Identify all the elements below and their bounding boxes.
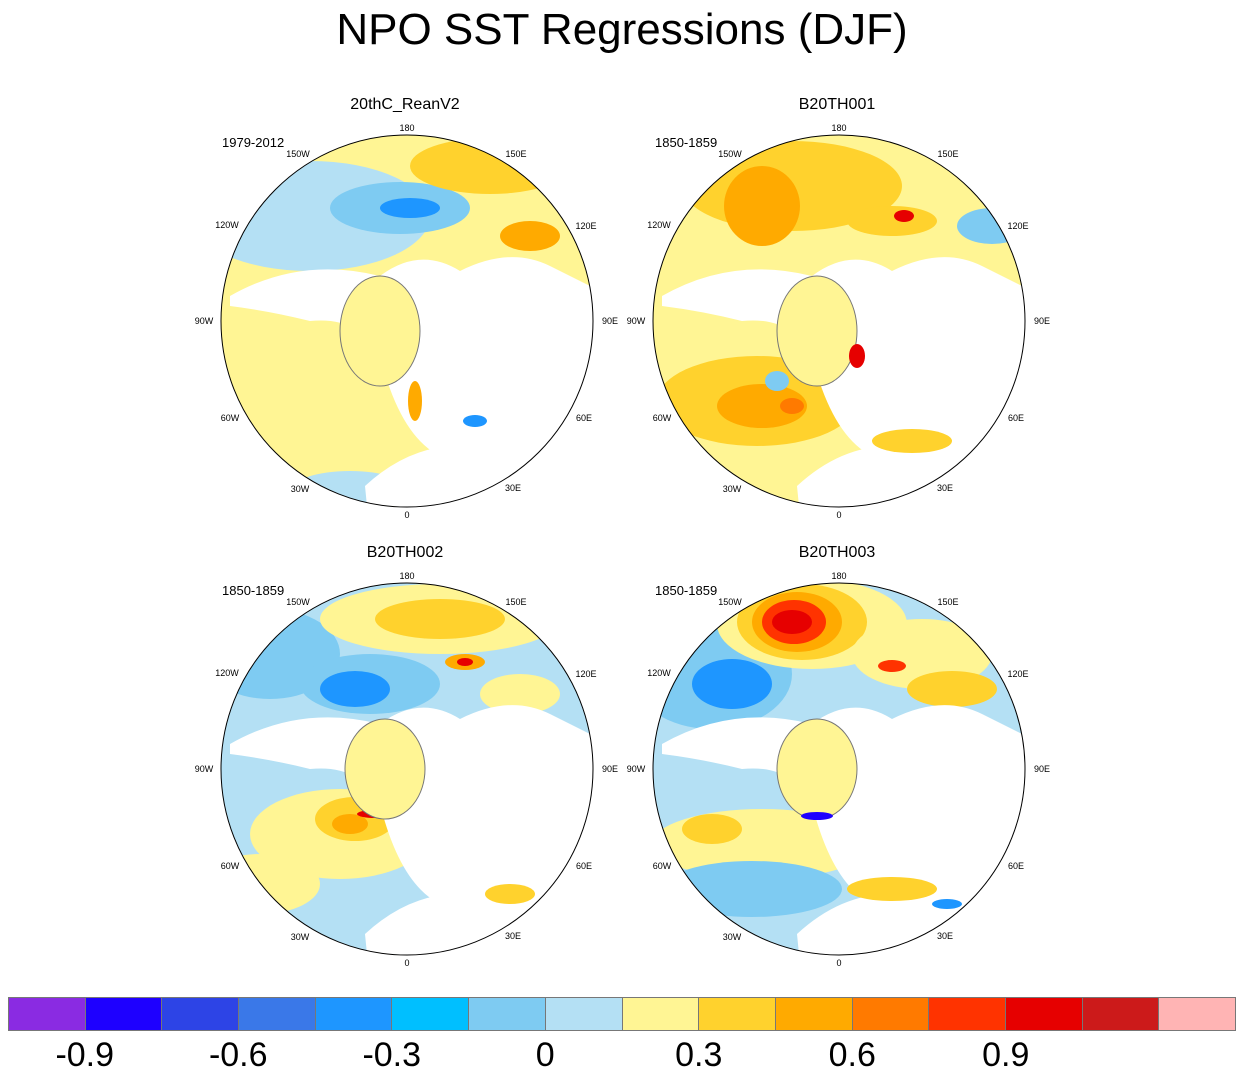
period-label: 1850-1859 [655,583,718,598]
lon-label-30w: 30W [291,484,310,494]
lon-label-60w: 60W [653,861,672,871]
colorbar-cell-9 [699,998,776,1030]
lon-label-90w: 90W [195,316,214,326]
lon-label-150e: 150E [937,597,958,607]
lon-label-120e: 120E [575,669,596,679]
lon-label-150w: 150W [718,597,742,607]
colorbar-cell-1 [85,998,163,1030]
polar-stereographic-map: 180 150E 120E 90E 60E 30E 0 30W 60W 90W … [195,123,618,520]
colorbar-cell-7 [545,998,623,1030]
lon-label-150w: 150W [286,597,310,607]
lon-label-150w: 150W [286,149,310,159]
period-label: 1850-1859 [222,583,285,598]
lon-label-150e: 150E [505,149,526,159]
panel-title: B20TH002 [366,544,444,561]
lon-label-60e: 60E [1008,861,1024,871]
lon-label-0: 0 [836,510,841,520]
colorbar-tick-label: 0.6 [828,1036,876,1074]
period-label: 1850-1859 [655,135,718,150]
colorbar-tick-label: -0.6 [208,1036,268,1074]
lon-label-60w: 60W [221,413,240,423]
lon-label-90e: 90E [602,316,618,326]
lon-label-120w: 120W [647,220,671,230]
map-panel-b20th002: B20TH002 1850-1859 180 150E [190,544,620,984]
colorbar-cell-2 [162,998,240,1030]
panel-title: B20TH003 [798,544,876,561]
lon-label-90e: 90E [1034,316,1050,326]
lon-label-30e: 30E [937,483,953,493]
colorbar-cell-13 [1005,998,1083,1030]
colorbar-cell-10 [775,998,853,1030]
lon-label-30w: 30W [723,932,742,942]
lon-label-60w: 60W [653,413,672,423]
lon-label-150e: 150E [505,597,526,607]
polar-stereographic-map: 180 150E 120E 90E 60E 30E 0 30W 60W 90W … [627,123,1050,520]
lon-label-120e: 120E [1007,221,1028,231]
colorbar-cell-3 [239,998,316,1030]
colorbar-cell-14 [1082,998,1160,1030]
colorbar-tick-label: 0 [535,1036,555,1074]
lon-label-120e: 120E [1007,669,1028,679]
colorbar-tick-label: -0.9 [55,1036,115,1074]
lon-label-30e: 30E [505,483,521,493]
map-panel-b20th001: B20TH001 1850-1859 180 150E 120E 90E 60E… [622,96,1052,536]
lon-label-60e: 60E [1008,413,1024,423]
polar-stereographic-map: 180 150E 120E 90E 60E 30E 0 30W 60W 90W … [195,571,618,968]
lon-label-120w: 120W [215,220,239,230]
figure-title: NPO SST Regressions (DJF) [336,5,908,54]
lon-label-90w: 90W [627,316,646,326]
colorbar-cell-12 [929,998,1006,1030]
lon-label-90e: 90E [1034,764,1050,774]
colorbar-cell-6 [469,998,546,1030]
lon-label-90w: 90W [627,764,646,774]
lon-label-30w: 30W [723,484,742,494]
lon-label-150w: 150W [718,149,742,159]
colorbar [8,997,1236,1031]
lon-label-90w: 90W [195,764,214,774]
colorbar-cell-0 [9,998,86,1030]
lon-label-30e: 30E [505,931,521,941]
lon-label-60e: 60E [576,861,592,871]
lon-label-60w: 60W [221,861,240,871]
lon-label-90e: 90E [602,764,618,774]
map-panel-20thc-reanv2: 20thC_ReanV2 1979-2012 180 150E 120E 90E… [190,96,620,536]
lon-label-180: 180 [399,123,414,133]
lon-label-30w: 30W [291,932,310,942]
lon-label-120w: 120W [647,668,671,678]
colorbar-tick-label: 0.3 [675,1036,723,1074]
colorbar-cell-5 [392,998,470,1030]
lon-label-60e: 60E [576,413,592,423]
colorbar-tick-label: -0.3 [362,1036,422,1074]
colorbar-tick-label: 0.9 [982,1036,1030,1074]
colorbar-cell-15 [1159,998,1235,1030]
lon-label-120w: 120W [215,668,239,678]
colorbar-cell-11 [852,998,930,1030]
period-label: 1979-2012 [222,135,285,150]
lon-label-180: 180 [831,571,846,581]
map-panel-b20th003: B20TH003 1850-1859 180 150E [622,544,1052,984]
polar-stereographic-map: 180 150E 120E 90E 60E 30E 0 30W 60W 90W … [627,571,1050,968]
colorbar-cell-4 [315,998,393,1030]
lon-label-30e: 30E [937,931,953,941]
lon-label-150e: 150E [937,149,958,159]
colorbar-cell-8 [622,998,700,1030]
panel-title: 20thC_ReanV2 [350,96,460,113]
lon-label-0: 0 [404,958,409,968]
lon-label-0: 0 [404,510,409,520]
lon-label-120e: 120E [575,221,596,231]
lon-label-0: 0 [836,958,841,968]
lon-label-180: 180 [831,123,846,133]
panel-title: B20TH001 [798,96,876,113]
lon-label-180: 180 [399,571,414,581]
